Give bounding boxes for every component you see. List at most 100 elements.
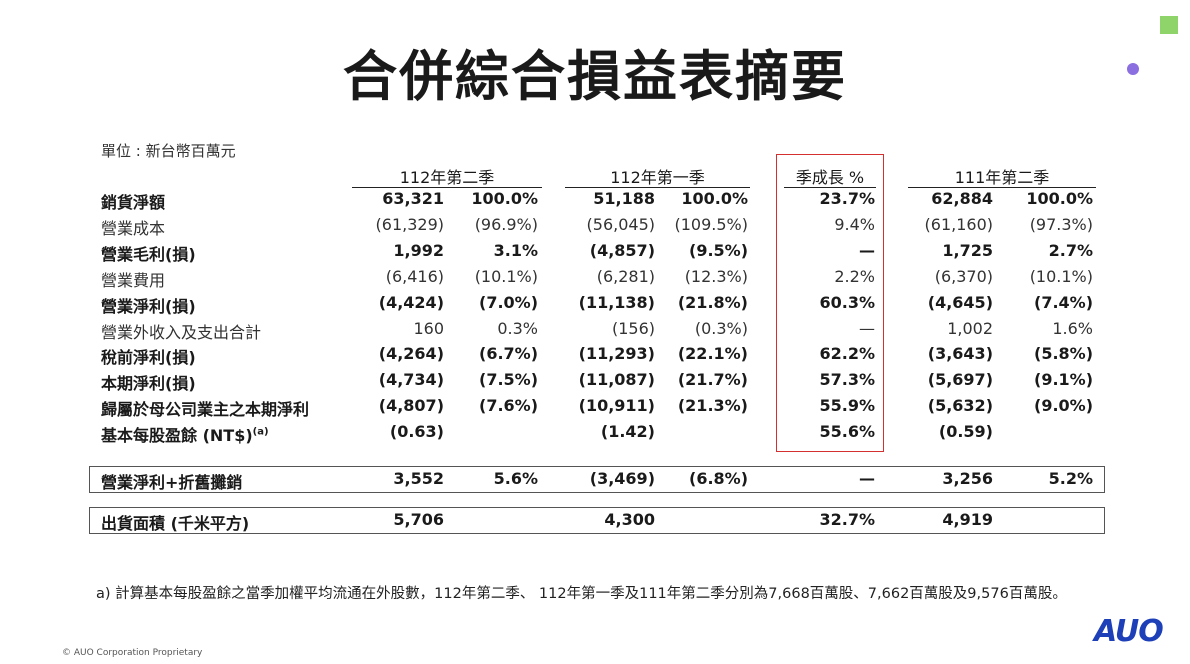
table-row: 基本每股盈餘 (NT$)(a) (0.63) (1.42) 55.6% (0.59) [0, 422, 1190, 448]
row-label: 銷貨淨額 [101, 193, 166, 212]
row-label: 歸屬於母公司業主之本期淨利 [101, 400, 310, 420]
cell-q2-112-value: (61,329) [375, 214, 444, 234]
cell-q1-112-value: (10,911) [578, 396, 655, 416]
cell-q2-111-pct: (10.1%) [1029, 266, 1093, 286]
page-title: 合併綜合損益表摘要 [343, 45, 847, 108]
row-label: 本期淨利(損) [101, 374, 196, 394]
cell-q2-111-value: (5,697) [927, 370, 993, 390]
cell-q1-112-value: (3,469) [589, 469, 655, 488]
table-row: 歸屬於母公司業主之本期淨利 (4,807) (7.6%) (10,911) (21.3%… [0, 396, 1190, 422]
cell-q1-112-pct: (109.5%) [674, 214, 749, 234]
cell-q2-112-value: (4,807) [378, 396, 444, 416]
cell-q2-112-value: (0.63) [389, 422, 444, 442]
cell-q1-112-pct: (21.7%) [677, 370, 748, 390]
table-row: 稅前淨利(損) (4,264) (6.7%) (11,293) (22.1%) 62.2%… [0, 344, 1190, 370]
cell-q2-112-pct: (6.7%) [479, 344, 538, 364]
table-row: 營業成本 (61,329) (96.9%) (56,045) (109.5%) 9.4% (… [0, 215, 1190, 241]
cell-growth: 55.9% [819, 396, 875, 416]
cell-growth: — [859, 318, 875, 338]
cell-growth: — [859, 469, 875, 488]
cell-growth: 32.7% [819, 510, 875, 529]
cell-q2-111-pct: (7.4%) [1034, 292, 1093, 312]
cell-q2-111-value: 3,256 [942, 469, 993, 488]
cell-q2-111-value: 1,725 [942, 240, 993, 260]
row-label: 營業成本 [101, 218, 166, 238]
row-label: 稅前淨利(損) [101, 348, 196, 368]
cell-q2-112-value: (4,264) [378, 344, 444, 364]
table-row: 營業外收入及支出合計 160 0.3% (156) (0.3%) — 1,002 1.6% [0, 319, 1190, 345]
row-label: 營業毛利(損) [101, 244, 196, 264]
cell-q2-111-value: (61,160) [924, 214, 993, 234]
cell-q1-112-value: (11,087) [578, 370, 655, 390]
cell-q1-112-value: (4,857) [589, 240, 655, 260]
auo-logo: AUO [1094, 614, 1164, 649]
cell-q1-112-value: (1.42) [600, 422, 655, 442]
cell-q2-112-value: (4,734) [378, 370, 444, 390]
row-label: 營業淨利+折舊攤銷 [101, 473, 243, 492]
row-label: 出貨面積 (千米平方) [101, 514, 250, 533]
header-underline-growth [784, 187, 876, 188]
cell-q1-112-pct: 100.0% [681, 189, 748, 208]
unit-label: 單位 : 新台幣百萬元 [101, 142, 236, 160]
cell-growth: 62.2% [819, 344, 875, 364]
cell-q2-111-value: (3,643) [927, 344, 993, 364]
header-q2-112: 112年第二季 [399, 168, 495, 187]
cell-growth: 60.3% [819, 292, 875, 312]
cell-q2-111-value: (5,632) [927, 396, 993, 416]
header-underline-q2-112 [352, 187, 542, 188]
cell-q2-112-pct: (7.0%) [479, 292, 538, 312]
cell-growth: 57.3% [819, 370, 875, 390]
header-q1-112: 112年第一季 [610, 168, 705, 187]
cell-q2-112-pct: (96.9%) [474, 214, 538, 234]
header-growth: 季成長 % [795, 168, 865, 187]
purple-dot-decoration [1127, 63, 1139, 75]
cell-q2-111-pct: (9.0%) [1034, 396, 1093, 416]
shipment-row-box [89, 507, 1105, 534]
cell-q1-112-value: (156) [611, 318, 655, 338]
cell-q1-112-value: (6,281) [596, 266, 655, 286]
cell-q2-112-value: 5,706 [393, 510, 444, 529]
cell-q2-111-pct: 100.0% [1026, 189, 1093, 208]
cell-q2-112-pct: (7.5%) [479, 370, 538, 390]
cell-growth: 9.4% [834, 214, 875, 234]
table-row: 營業毛利(損) 1,992 3.1% (4,857) (9.5%) — 1,725 2.7% [0, 241, 1190, 267]
cell-q1-112-pct: (0.3%) [694, 318, 748, 338]
header-underline-q1-112 [565, 187, 750, 188]
header-underline-q2-111 [908, 187, 1096, 188]
cell-q2-111-pct: (9.1%) [1034, 370, 1093, 390]
table-row: 銷貨淨額 63,321 100.0% 51,188 100.0% 23.7% 62,884 1… [0, 189, 1190, 215]
header-q2-111: 111年第二季 [954, 168, 1050, 187]
table-row: 本期淨利(損) (4,734) (7.5%) (11,087) (21.7%) 57.3%… [0, 370, 1190, 396]
table-row-ebitda: 營業淨利+折舊攤銷 3,552 5.6% (3,469) (6.8%) — 3,… [0, 469, 1190, 495]
row-label: 營業淨利(損) [101, 296, 196, 316]
cell-q1-112-value: (56,045) [586, 214, 655, 234]
row-label: 營業費用 [101, 270, 166, 290]
cell-q2-112-pct: 0.3% [497, 318, 538, 338]
cell-q2-111-value: (0.59) [938, 422, 993, 442]
cell-q1-112-value: (11,138) [578, 292, 655, 312]
cell-q2-112-value: 3,552 [393, 469, 444, 488]
cell-growth: — [859, 240, 875, 260]
growth-highlight-box [776, 154, 884, 452]
cell-q2-111-pct: 2.7% [1048, 240, 1093, 260]
table-row-shipment: 出貨面積 (千米平方) 5,706 4,300 32.7% 4,919 [0, 510, 1190, 536]
cell-q2-112-value: (4,424) [378, 292, 444, 312]
cell-q2-112-value: (6,416) [385, 266, 444, 286]
row-label: 基本每股盈餘 (NT$)(a) [101, 426, 269, 446]
footnote: a) 計算基本每股盈餘之當季加權平均流通在外股數，112年第二季、 112年第一… [96, 586, 1067, 602]
green-square-decoration [1160, 16, 1178, 34]
cell-q1-112-value: (11,293) [578, 344, 655, 364]
cell-q2-111-pct: (97.3%) [1029, 214, 1093, 234]
cell-q1-112-pct: (21.8%) [677, 292, 748, 312]
cell-q2-111-pct: 5.2% [1048, 469, 1093, 488]
cell-q1-112-pct: (22.1%) [677, 344, 748, 364]
cell-q1-112-pct: (21.3%) [677, 396, 748, 416]
cell-q2-112-pct: 3.1% [493, 240, 538, 260]
cell-q2-112-value: 63,321 [382, 189, 444, 208]
cell-growth: 55.6% [819, 422, 875, 442]
cell-q2-112-pct: (7.6%) [479, 396, 538, 416]
cell-q2-112-value: 1,992 [393, 240, 444, 260]
cell-growth: 23.7% [819, 189, 875, 208]
footnote-marker: (a) [252, 426, 269, 438]
cell-q2-112-value: 160 [413, 318, 444, 338]
